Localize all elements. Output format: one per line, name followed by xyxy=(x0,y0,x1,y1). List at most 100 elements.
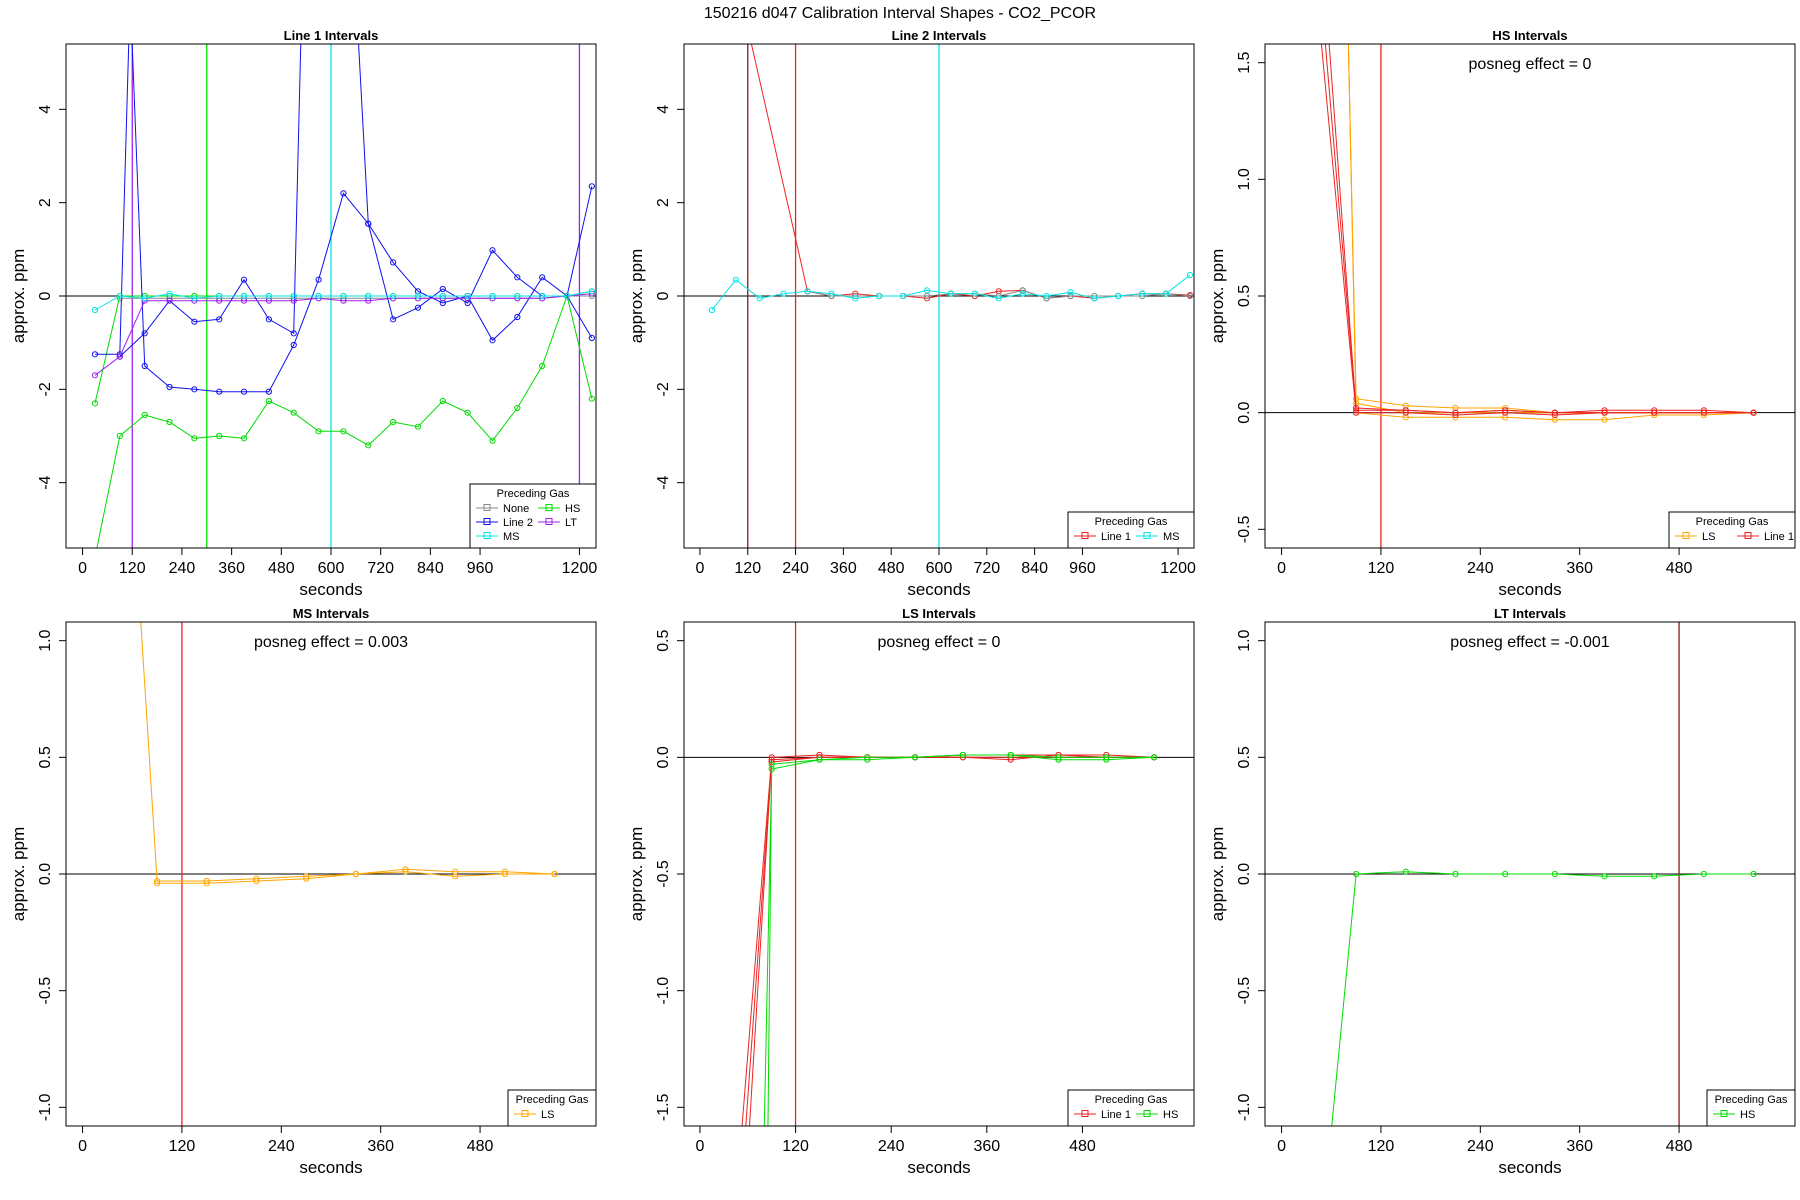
series-line xyxy=(1347,44,1754,414)
series-line xyxy=(119,44,593,358)
x-tick-label: 120 xyxy=(1368,560,1395,577)
y-tick-label: 0.5 xyxy=(655,629,672,651)
legend: Preceding Gas LS Line 1 xyxy=(1668,511,1796,549)
data-point xyxy=(265,316,272,323)
series-line xyxy=(1331,871,1754,1126)
data-point xyxy=(1402,414,1409,421)
data-point xyxy=(315,428,322,435)
panel-4: MS Intervals 0 120 240 360 480 -1.0 -0.5 0.0 0.5 1… xyxy=(9,606,597,1177)
legend: Preceding Gas HS xyxy=(1706,1089,1796,1127)
data-point xyxy=(947,290,955,297)
data-point xyxy=(390,316,397,323)
data-point xyxy=(340,292,347,300)
data-point xyxy=(414,304,422,311)
data-point xyxy=(191,386,198,393)
x-tick-label: 120 xyxy=(782,1138,809,1155)
y-tick-label: 0.0 xyxy=(1236,863,1253,885)
legend-swatch-marker xyxy=(545,504,553,511)
data-point xyxy=(765,1151,770,1156)
panel-title: HS Intervals xyxy=(1492,28,1567,43)
panel-title: MS Intervals xyxy=(293,606,370,621)
legend-box xyxy=(1067,511,1195,549)
data-point xyxy=(745,1151,750,1156)
data-point xyxy=(402,868,409,875)
data-point xyxy=(1091,295,1098,302)
legend-entry-label: Line 1 xyxy=(1764,531,1794,543)
data-point xyxy=(1007,756,1014,763)
data-point xyxy=(452,873,459,880)
figure-title: 150216 d047 Calibration Interval Shapes … xyxy=(704,5,1096,22)
data-point xyxy=(116,432,123,440)
x-tick-label: 480 xyxy=(467,1138,494,1155)
x-tick-label: 360 xyxy=(973,1138,1000,1155)
data-point xyxy=(365,297,372,304)
series-line xyxy=(94,293,592,376)
data-point xyxy=(1750,870,1757,878)
x-tick-label: 600 xyxy=(318,560,345,577)
data-point xyxy=(588,395,595,402)
data-point xyxy=(1186,271,1194,279)
data-point xyxy=(923,287,931,294)
data-point xyxy=(414,288,422,295)
data-point xyxy=(1139,290,1146,297)
data-point xyxy=(464,292,471,300)
legend-title: Preceding Gas xyxy=(516,1094,589,1106)
data-point xyxy=(1316,13,1321,18)
data-point xyxy=(216,388,223,395)
data-point xyxy=(390,418,397,426)
data-point xyxy=(141,295,148,302)
data-point xyxy=(414,423,422,430)
data-point xyxy=(240,297,248,304)
data-point xyxy=(1502,870,1509,878)
series-line xyxy=(1347,44,1754,414)
data-point xyxy=(464,299,471,307)
y-tick-label: 1.5 xyxy=(1236,51,1253,73)
x-tick-label: 840 xyxy=(1021,560,1048,577)
data-point xyxy=(489,247,496,254)
data-point xyxy=(741,1151,746,1156)
x-tick-label: 960 xyxy=(1069,560,1096,577)
data-point xyxy=(390,292,397,300)
legend-swatch-marker xyxy=(483,504,491,511)
data-point xyxy=(116,353,123,360)
data-point xyxy=(390,259,397,266)
x-tick-label: 360 xyxy=(830,560,857,577)
x-tick-label: 480 xyxy=(1069,1138,1096,1155)
data-point xyxy=(1601,873,1608,880)
data-point xyxy=(290,409,297,416)
data-point xyxy=(315,292,322,300)
data-point xyxy=(340,428,347,435)
data-point xyxy=(166,383,173,391)
y-tick-label: 1.0 xyxy=(1236,629,1253,651)
data-point xyxy=(153,877,161,885)
x-axis-label: seconds xyxy=(907,580,970,599)
data-point xyxy=(732,276,739,283)
data-point xyxy=(995,288,1002,295)
y-tick-label: 4 xyxy=(37,105,54,114)
data-point xyxy=(365,220,372,227)
data-point xyxy=(91,400,99,407)
data-point xyxy=(240,292,248,300)
y-axis-label: approx. ppm xyxy=(1208,249,1227,344)
y-tick-label: -4 xyxy=(37,475,54,489)
data-point xyxy=(489,337,496,344)
y-tick-label: -2 xyxy=(37,382,54,396)
series-line xyxy=(1328,44,1754,414)
data-point xyxy=(816,756,823,763)
data-point xyxy=(1345,13,1350,18)
data-point xyxy=(1103,756,1110,763)
data-point xyxy=(1551,870,1558,878)
legend-swatch-marker xyxy=(545,518,553,525)
data-point xyxy=(828,290,835,297)
data-point xyxy=(141,362,148,370)
data-point xyxy=(911,754,919,761)
data-point xyxy=(1329,1128,1334,1133)
legend-title: Preceding Gas xyxy=(1715,1094,1788,1106)
data-point xyxy=(290,341,297,349)
data-point xyxy=(1345,13,1350,18)
data-point xyxy=(1067,289,1074,296)
data-point xyxy=(489,292,496,300)
y-tick-label: -1.0 xyxy=(37,1093,54,1121)
series-line xyxy=(711,274,1191,311)
